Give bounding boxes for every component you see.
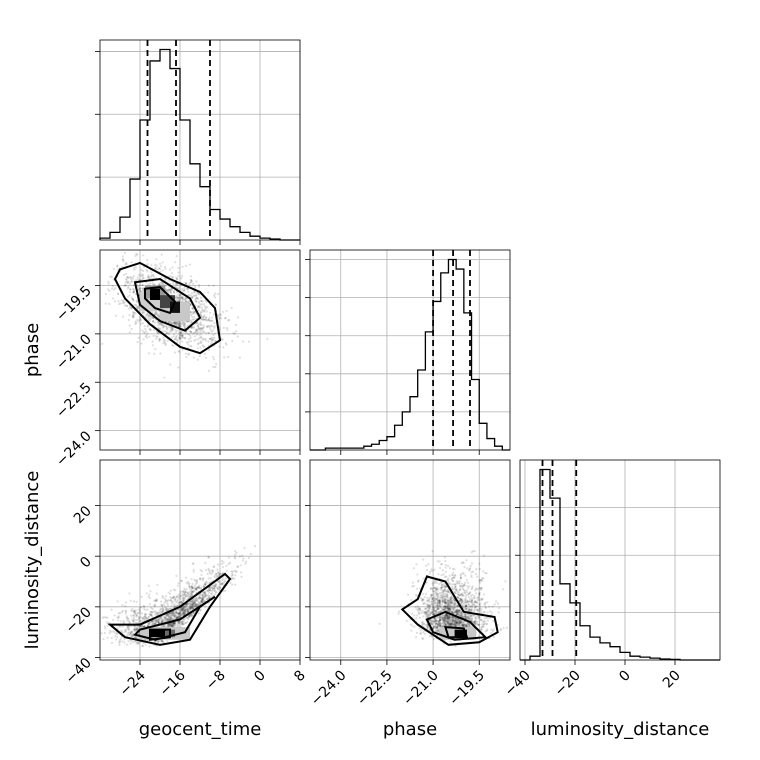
tick-geocent-x-0: −24 <box>117 667 149 699</box>
contour-outer-geo-phase <box>113 261 222 355</box>
tick-phase-x-3: −19.5 <box>446 668 488 710</box>
tick-phase-y-0: −19.5 <box>53 283 95 325</box>
scatter-phase-lum-frame <box>309 459 511 661</box>
tick-lum-x-3: 20 <box>660 668 684 692</box>
lum-hist-frame <box>519 459 721 661</box>
x-axis-label-geocent-time: geocent_time <box>139 719 262 740</box>
contour-inner-phase-lum <box>444 625 469 639</box>
scatter-geo-phase-density-4 <box>150 288 160 300</box>
tick-lum-y-3: −40 <box>63 655 95 687</box>
tick-geocent-x-2: −8 <box>203 668 229 694</box>
tick-geocent-x-4: 8 <box>291 668 309 686</box>
x-axis-label-luminosity-distance: luminosity_distance <box>531 719 710 740</box>
contour-outer-geo-lum <box>107 572 232 646</box>
x-axis-label-phase: phase <box>383 719 437 740</box>
tick-phase-y-1: −21.0 <box>53 331 95 373</box>
tick-lum-x-0: −40 <box>502 668 534 700</box>
scatter-geo-phase-density-5 <box>170 301 180 313</box>
tick-phase-x-1: −22.5 <box>354 668 396 710</box>
contour-inner-geo-phase <box>144 286 177 315</box>
lum-hist-step <box>520 468 720 661</box>
scatter-geo-phase-frame <box>99 249 301 451</box>
tick-lum-y-0: 20 <box>71 503 95 527</box>
tick-lum-x-1: −20 <box>552 668 584 700</box>
scatter-geo-lum-frame <box>99 459 301 661</box>
tick-phase-y-2: −22.5 <box>53 380 95 422</box>
geocent-hist-frame <box>99 39 301 241</box>
phase-hist-step <box>310 258 510 451</box>
contour-mid-geo-phase <box>133 277 202 332</box>
tick-geocent-x-1: −16 <box>157 667 189 699</box>
phase-hist-frame <box>309 249 511 451</box>
scatter-geo-phase-points <box>101 251 269 379</box>
contour-outer-phase-lum <box>400 575 499 646</box>
scatter-geo-lum-density-1 <box>150 629 170 638</box>
contour-inner-geo-lum <box>149 628 171 641</box>
y-axis-label-phase: phase <box>22 323 43 377</box>
tick-lum-y-1: 0 <box>77 554 95 572</box>
tick-lum-y-2: −20 <box>63 604 95 636</box>
tick-geocent-x-3: 0 <box>251 668 269 686</box>
tick-lum-x-2: 0 <box>616 668 634 686</box>
scatter-phase-lum-density-1 <box>454 629 467 638</box>
geocent-hist-step <box>99 48 300 241</box>
tick-phase-y-3: −24.0 <box>53 428 95 470</box>
tick-phase-x-0: −24.0 <box>308 668 350 710</box>
contour-mid-phase-lum <box>425 610 488 641</box>
y-axis-label-luminosity-distance: luminosity_distance <box>22 471 43 650</box>
tick-phase-x-2: −21.0 <box>400 668 442 710</box>
contour-mid-geo-lum <box>133 595 216 641</box>
